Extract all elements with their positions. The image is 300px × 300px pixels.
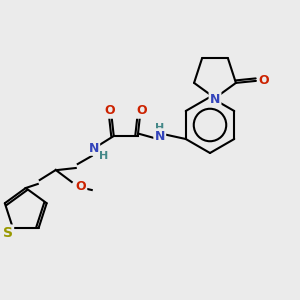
Text: N: N <box>154 130 165 142</box>
Text: H: H <box>99 151 108 161</box>
Text: O: O <box>104 104 115 118</box>
Text: H: H <box>155 123 164 133</box>
Text: N: N <box>210 93 220 106</box>
Text: N: N <box>88 142 99 154</box>
Text: S: S <box>3 226 13 240</box>
Text: O: O <box>136 104 147 118</box>
Text: O: O <box>259 74 269 87</box>
Text: O: O <box>75 179 86 193</box>
